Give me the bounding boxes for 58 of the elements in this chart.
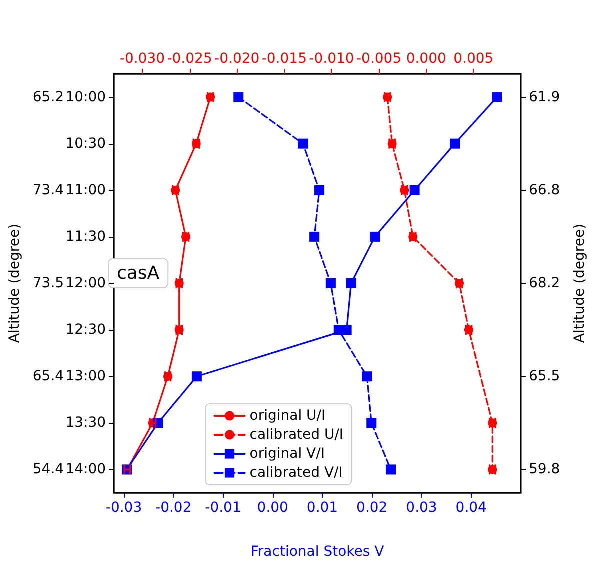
x-tick-label: -0.02 — [156, 500, 192, 516]
point — [362, 372, 372, 382]
y-tick-label: 12:30 — [66, 322, 106, 338]
y-tick-label: 13:30 — [66, 415, 106, 432]
text: 54.4 — [32, 462, 64, 478]
x-tick-label: 0.04 — [456, 500, 488, 516]
y2-tick-label: 65.5 — [529, 368, 560, 385]
x2-tick-label: -0.015 — [262, 51, 307, 67]
x-tick-label: -0.01 — [205, 500, 242, 516]
y2-axis-title: Altitude (degree) — [572, 224, 588, 344]
point — [298, 138, 308, 149]
x-tick-label: 0.03 — [406, 500, 438, 516]
text: 65.4 — [32, 368, 64, 385]
point — [450, 138, 460, 149]
point — [310, 232, 320, 242]
text: 73.5 — [32, 276, 64, 292]
x-axis-title: Fractional Stokes V — [250, 544, 385, 560]
text: 65.2 — [32, 89, 64, 106]
y-tick-label: 10:30 — [66, 136, 106, 152]
y-tick-label: 14:00 — [66, 462, 106, 478]
point — [386, 464, 396, 475]
x-tick-label: 0.00 — [257, 500, 288, 516]
point — [334, 325, 344, 336]
x2-tick-label: 0.000 — [406, 51, 446, 67]
y2-tick-label: 59.8 — [529, 462, 560, 478]
y2-tick-label: 66.8 — [529, 182, 560, 198]
point — [366, 418, 377, 428]
x-tick-label: 0.02 — [356, 500, 388, 516]
x-tick-label: -0.03 — [106, 500, 142, 516]
point — [314, 185, 325, 196]
legend-label: calibrated U/I — [250, 427, 344, 443]
x2-tick-label: -0.020 — [214, 51, 260, 67]
x-tick-label: 0.01 — [306, 500, 338, 516]
y-tick-label: 11:30 — [66, 228, 106, 245]
legend-label: original V/I — [250, 446, 325, 462]
x2-tick-label: -0.030 — [120, 51, 166, 67]
point — [410, 185, 420, 196]
point — [370, 232, 380, 242]
point — [492, 92, 502, 102]
point — [326, 278, 336, 288]
y2-tick-label: 61.9 — [529, 89, 560, 106]
text: 73.4 — [32, 182, 64, 198]
y-axis-title: Altitude (degree) — [7, 224, 23, 344]
point — [192, 372, 202, 382]
x2-tick-label: -0.005 — [356, 51, 402, 67]
y-tick-label: 13:00 — [66, 368, 106, 385]
annotation: casA — [117, 262, 160, 284]
legend-label: original U/I — [250, 408, 326, 424]
y2-tick-label: 68.2 — [529, 276, 560, 292]
y-tick-label: 12:00 — [66, 276, 106, 292]
x2-tick-label: 0.005 — [454, 51, 494, 67]
legend-label: calibrated V/I — [250, 465, 343, 481]
point — [346, 278, 356, 288]
y-tick-label: 11:00 — [66, 182, 106, 198]
x2-tick-label: -0.025 — [167, 51, 212, 67]
y-tick-label: 10:00 — [66, 89, 106, 106]
x2-tick-label: -0.010 — [309, 51, 354, 67]
point — [234, 92, 244, 102]
